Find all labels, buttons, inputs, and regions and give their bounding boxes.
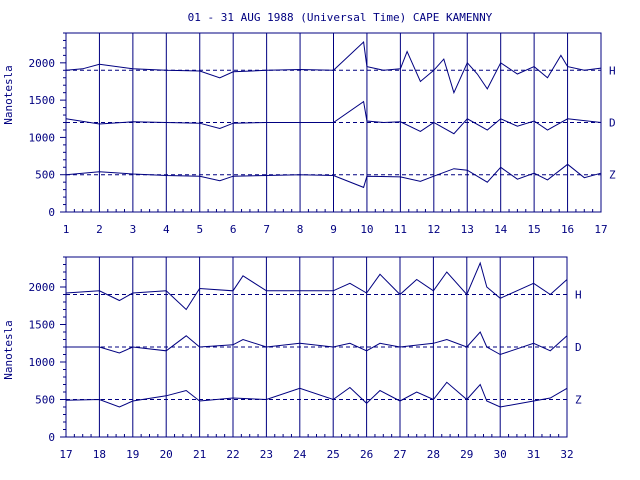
y-tick-label: 1000 [29,131,56,144]
x-tick-label: 26 [360,448,373,461]
x-tick-label: 30 [494,448,507,461]
x-tick-label: 22 [226,448,239,461]
x-tick-label: 16 [561,223,574,236]
x-tick-label: 10 [360,223,373,236]
series-label: D [575,341,582,354]
y-tick-label: 500 [35,169,55,182]
chart-title: 01 - 31 AUG 1988 (Universal Time) CAPE K… [188,11,493,24]
y-tick-label: 2000 [29,57,56,70]
x-tick-label: 28 [427,448,440,461]
x-tick-label: 25 [327,448,340,461]
panel-2: 17 18 19 20 21 22 23 24 25 26 27 28 29 30 31 32 0 500 1000… [29,256,582,461]
x-tick-label: 24 [293,448,307,461]
x-tick-label: 9 [330,223,337,236]
x-tick-label: 5 [196,223,203,236]
y-tick-label: 0 [48,431,55,444]
trace-H [65,261,568,311]
y-tick-label: 1500 [29,94,56,107]
trace-Z [65,381,568,408]
x-tick-label: 17 [594,223,607,236]
series-label: H [609,64,616,77]
x-tick-label: 17 [59,448,72,461]
trace-D [65,100,602,135]
x-tick-label: 15 [528,223,541,236]
x-tick-label: 1 [63,223,70,236]
series-label: Z [575,394,582,407]
x-tick-label: 7 [263,223,270,236]
x-tick-label: 23 [260,448,273,461]
series-label: H [575,289,582,302]
x-tick-label: 20 [160,448,173,461]
x-tick-label: 19 [126,448,139,461]
x-tick-label: 13 [461,223,474,236]
y-axis-label-top: Nanotesla [2,65,15,125]
panel-1: 1 2 3 4 5 6 7 8 9 10 11 12 13 14 15 16 17050010001500200… [29,32,616,236]
x-tick-label: 11 [394,223,407,236]
x-tick-label: 27 [393,448,406,461]
x-tick-label: 31 [527,448,540,461]
x-tick-label: 29 [460,448,473,461]
trace-H [65,40,602,95]
x-tick-label: 21 [193,448,206,461]
y-tick-label: 0 [48,206,55,219]
x-tick-label: 2 [96,223,103,236]
x-tick-label: 12 [427,223,440,236]
x-tick-label: 6 [230,223,237,236]
y-tick-label: 2000 [29,281,56,294]
trace-Z [65,163,602,189]
y-tick-label: 1500 [29,319,56,332]
y-tick-label: 1000 [29,356,56,369]
x-tick-label: 3 [130,223,137,236]
x-tick-label: 32 [560,448,573,461]
x-tick-label: 4 [163,223,170,236]
series-label: D [609,117,616,130]
trace-D [66,331,568,356]
y-axis-label-bottom: Nanotesla [2,320,15,380]
y-tick-label: 500 [35,394,55,407]
plot-frame [65,256,568,438]
x-tick-label: 18 [93,448,106,461]
series-label: Z [609,169,616,182]
x-tick-label: 14 [494,223,508,236]
x-tick-label: 8 [297,223,304,236]
